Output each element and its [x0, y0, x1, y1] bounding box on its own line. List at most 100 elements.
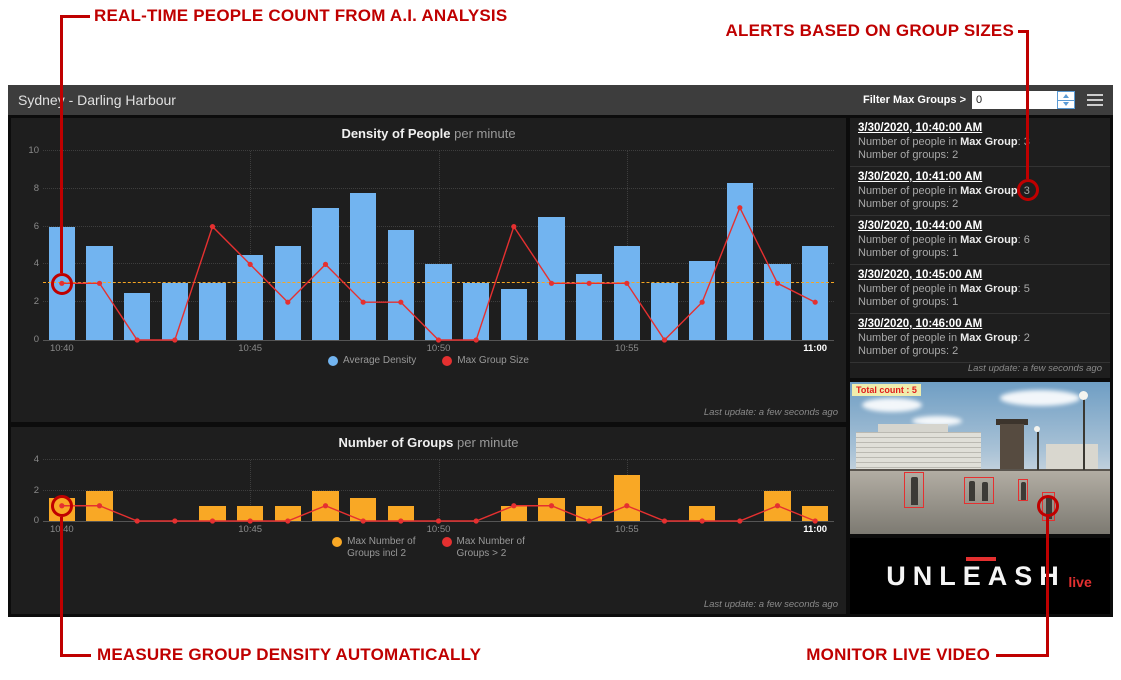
chart-bar [199, 505, 226, 521]
lamp-post [1083, 398, 1085, 470]
legend-dot-icon [328, 356, 339, 366]
alert-max-group-label: Max Group [960, 332, 1018, 344]
chart-bar [538, 217, 565, 340]
stepper-up-icon[interactable] [1058, 92, 1074, 100]
y-axis-tick: 4 [33, 454, 39, 465]
alert-groups-line: Number of groups: 1 [858, 296, 959, 308]
chart-bar [688, 505, 716, 521]
logo-live-text: live [1068, 573, 1092, 590]
y-axis-tick: 6 [33, 220, 39, 232]
chart-line-series [59, 205, 818, 343]
alert-timestamp: 3/30/2020, 10:40:00 AM [858, 122, 983, 134]
chart-bar [387, 230, 414, 340]
chart-bar [236, 254, 264, 340]
annotation-connector-line [60, 517, 63, 657]
chart-title-bold: Density of People [341, 126, 451, 141]
chart-bar [575, 505, 603, 521]
hamburger-menu-icon[interactable] [1087, 94, 1103, 106]
x-axis-tick: 11:00 [803, 524, 828, 535]
y-axis-tick: 0 [33, 515, 39, 526]
right-column: 3/30/2020, 10:40:00 AM Number of people i… [850, 118, 1110, 614]
groups-chart-panel: Number of Groups per minute 02410:4010:4… [11, 427, 846, 614]
annotation-connector-line [1018, 30, 1029, 33]
chart-line-series [59, 503, 818, 524]
alert-item[interactable]: 3/30/2020, 10:46:00 AM Number of people i… [850, 314, 1110, 363]
alert-max-group-line: Number of people in Max Group: 3 [858, 185, 1030, 197]
legend-item[interactable]: Max Number of Groups incl 2 [332, 536, 416, 560]
cloud [862, 398, 922, 412]
y-axis-tick: 2 [33, 296, 39, 308]
annotation-measure-group-density: MEASURE GROUP DENSITY AUTOMATICALLY [97, 645, 482, 664]
legend-item[interactable]: Average Density [328, 355, 416, 367]
alert-max-group-label: Max Group [960, 185, 1018, 197]
x-axis-tick: 10:45 [238, 343, 263, 354]
alert-timestamp: 3/30/2020, 10:41:00 AM [858, 171, 983, 183]
stepper-down-icon[interactable] [1058, 99, 1074, 109]
y-axis-tick: 2 [33, 484, 39, 496]
alert-item[interactable]: 3/30/2020, 10:41:00 AM Number of people i… [850, 167, 1110, 216]
alert-timestamp: 3/30/2020, 10:46:00 AM [858, 318, 983, 330]
filter-max-groups-label: Filter Max Groups > [863, 94, 966, 106]
building-roof [878, 424, 948, 434]
logo-brand-text: UNLEASH [886, 560, 1066, 591]
legend-item[interactable]: Max Group Size [442, 355, 529, 367]
chart-title-bold: Number of Groups [338, 435, 454, 450]
legend-dot-icon [441, 537, 452, 547]
legend-dot-icon [332, 537, 343, 547]
x-axis-tick: 11:00 [803, 343, 828, 354]
density-chart-panel: Density of People per minute 0 2 4 6 8 10 10:4… [11, 118, 846, 422]
alert-item[interactable]: 3/30/2020, 10:40:00 AM Number of people i… [850, 118, 1110, 167]
alert-max-group-line: Number of people in Max Group: 2 [858, 332, 1030, 344]
chart-title-rest: per minute [450, 126, 516, 141]
alerts-list: 3/30/2020, 10:40:00 AM Number of people i… [850, 118, 1110, 363]
lamp-post [1037, 432, 1039, 470]
chart-bar [801, 505, 829, 521]
density-chart-plot: 0 2 4 6 8 10 10:40 10:45 10:50 10:55 11:00 [28, 145, 834, 354]
alert-timestamp: 3/30/2020, 10:45:00 AM [858, 269, 983, 281]
alert-timestamp: 3/30/2020, 10:44:00 AM [858, 220, 983, 232]
density-chart-title: Density of People per minute [11, 118, 846, 141]
legend-label: Max Number of Groups incl 2 [347, 536, 416, 559]
alert-max-group-line: Number of people in Max Group: 5 [858, 283, 1030, 295]
annotation-connector-line [1046, 517, 1049, 657]
chart-bar [86, 245, 113, 340]
annotation-circle-alert-value [1017, 179, 1039, 201]
groups-chart-title: Number of Groups per minute [11, 427, 846, 450]
x-axis-tick: 10:45 [238, 524, 263, 535]
annotation-monitor-live-video: MONITOR LIVE VIDEO [806, 645, 990, 664]
x-axis-tick: 10:50 [426, 524, 451, 535]
chart-bar [349, 498, 377, 521]
alert-max-group-label: Max Group [960, 136, 1018, 148]
live-video-panel[interactable]: Total count : 5 [850, 382, 1110, 534]
alert-item[interactable]: 3/30/2020, 10:44:00 AM Number of people i… [850, 216, 1110, 265]
x-axis-tick: 10:55 [614, 524, 639, 535]
detection-box [904, 472, 924, 508]
alert-item[interactable]: 3/30/2020, 10:45:00 AM Number of people i… [850, 265, 1110, 314]
lamp-globe [1034, 426, 1040, 432]
alert-max-group-line: Number of people in Max Group: 6 [858, 234, 1030, 246]
total-count-label: Total count : 5 [852, 384, 921, 396]
chart-bar [236, 505, 264, 521]
unleash-logo: UNLEASH live [886, 556, 1092, 592]
detection-box [964, 477, 994, 504]
logo-red-dash [965, 556, 996, 561]
annotation-connector-line [996, 654, 1047, 657]
cloud [1000, 390, 1080, 406]
legend-label: Average Density [343, 355, 417, 366]
legend-item[interactable]: Max Number of Groups > 2 [441, 536, 525, 560]
annotation-realtime-people-count: REAL-TIME PEOPLE COUNT FROM A.I. ANALYSI… [94, 6, 508, 25]
charts-column: Density of People per minute 0 2 4 6 8 10 10:4… [11, 118, 846, 614]
dashboard-header: Sydney - Darling Harbour Filter Max Grou… [8, 85, 1113, 115]
filter-stepper[interactable] [1057, 91, 1075, 109]
filter-max-groups-input[interactable] [972, 91, 1057, 109]
x-axis-tick: 10:40 [49, 343, 74, 354]
threshold-line [43, 282, 834, 284]
detection-box [1018, 479, 1028, 501]
chart-bar [613, 245, 640, 340]
dashboard: Sydney - Darling Harbour Filter Max Grou… [8, 85, 1113, 617]
railing [850, 469, 1110, 471]
chart-bar [538, 498, 565, 521]
logo-panel: UNLEASH live [850, 538, 1110, 614]
chart-bar [274, 505, 301, 521]
